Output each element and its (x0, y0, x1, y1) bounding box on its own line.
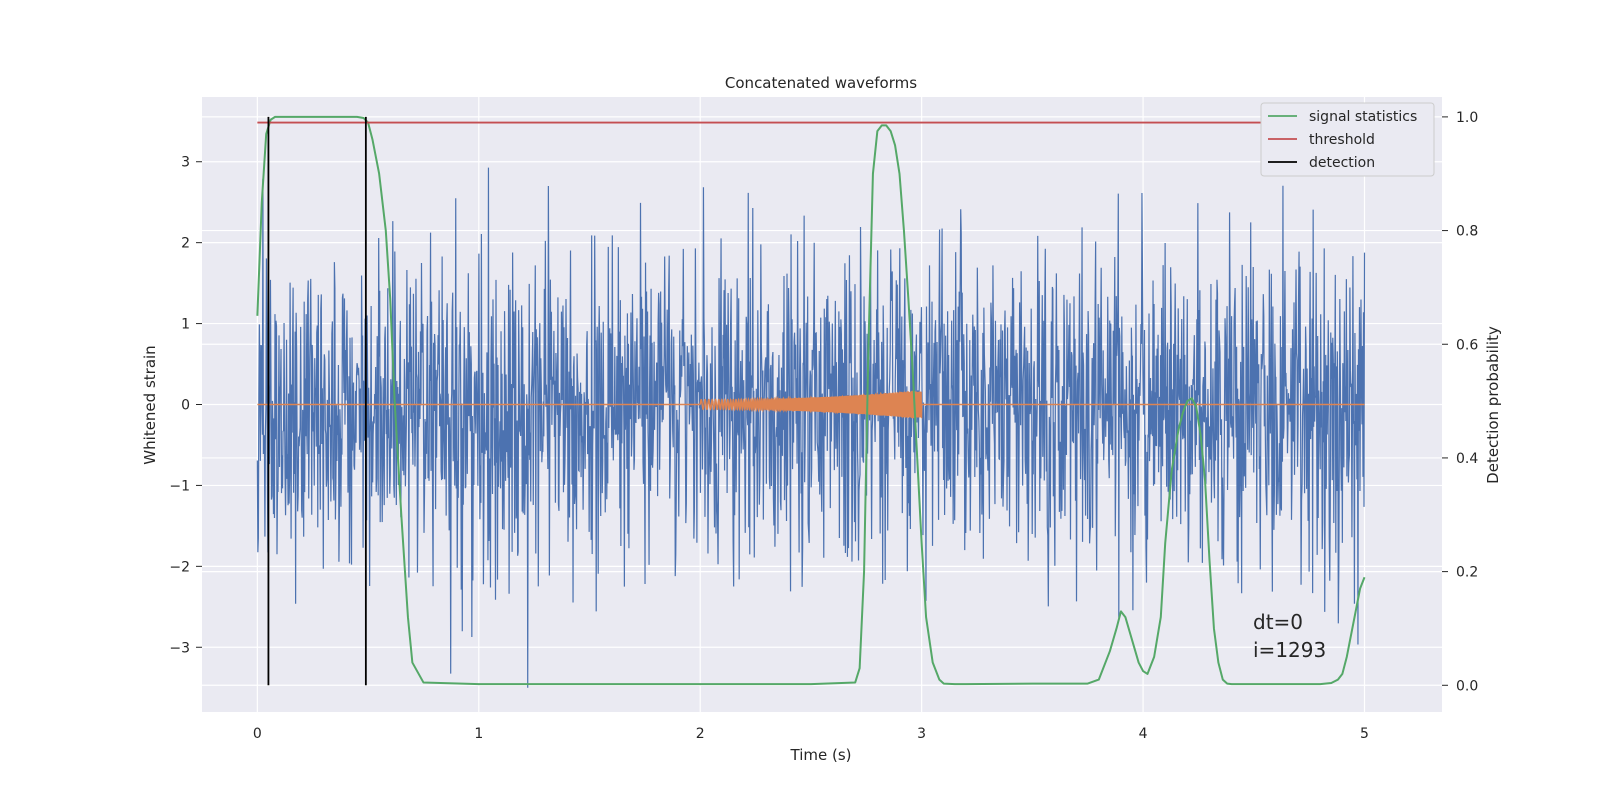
y-tick-label-left: 3 (181, 155, 190, 171)
y-tick-label-right: 0.0 (1456, 678, 1478, 694)
x-tick-label: 3 (917, 726, 926, 742)
x-tick-label: 4 (1139, 726, 1148, 742)
x-tick-label: 5 (1360, 726, 1369, 742)
y-axis-label-right: Detection probability (1484, 326, 1502, 484)
legend-label-threshold: threshold (1309, 132, 1375, 148)
y-tick-label-right: 0.6 (1456, 337, 1478, 353)
axis-ticks: 0 1 2 3 4 5 −3 −2 −1 0 1 2 3 0.0 0.2 0.4 0.6 0.8 1.0 (169, 110, 1478, 742)
x-tick-label: 2 (696, 726, 705, 742)
y-tick-label-right: 0.8 (1456, 224, 1478, 240)
y-tick-label-left: −2 (169, 559, 190, 575)
legend-label-detection: detection (1309, 155, 1375, 171)
legend: signal statistics threshold detection (1260, 102, 1435, 177)
legend-box (1260, 102, 1435, 177)
y-tick-label-right: 1.0 (1456, 110, 1478, 126)
y-tick-label-left: 1 (181, 317, 190, 333)
annotation-index: i=1293 (1253, 638, 1326, 662)
y-tick-label-left: 2 (181, 236, 190, 252)
x-axis-label: Time (s) (790, 746, 852, 764)
x-tick-label: 0 (253, 726, 262, 742)
series-signal-statistics (256, 115, 1366, 686)
data-layer (256, 115, 1366, 688)
chart-title: Concatenated waveforms (725, 74, 917, 92)
y-tick-label-right: 0.4 (1456, 451, 1478, 467)
y-tick-label-right: 0.2 (1456, 565, 1478, 581)
series-whitened-strain (256, 167, 1366, 688)
annotation-dt: dt=0 (1253, 610, 1303, 634)
y-tick-label-left: −1 (169, 478, 190, 494)
series-template-waveform (257, 390, 1365, 420)
y-tick-label-left: −3 (169, 640, 190, 656)
legend-label-signal-statistics: signal statistics (1309, 109, 1417, 125)
y-tick-label-left: 0 (181, 398, 190, 414)
y-axis-label-left: Whitened strain (141, 345, 159, 464)
x-tick-label: 1 (474, 726, 483, 742)
